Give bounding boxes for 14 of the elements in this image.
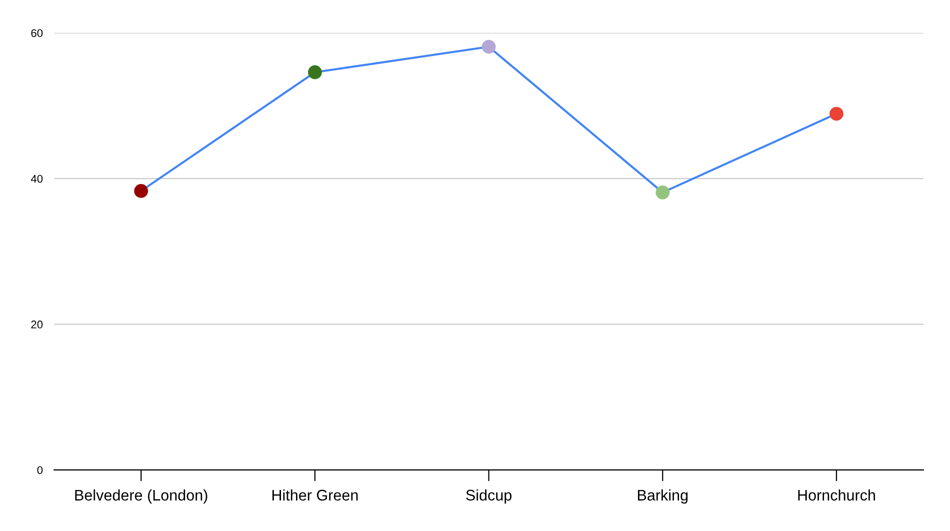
x-tick-label: Sidcup: [466, 489, 512, 504]
point: [482, 40, 496, 54]
point: [830, 106, 844, 121]
point: [656, 185, 670, 200]
x-tick-label: Barking: [638, 489, 688, 504]
y-tick-label: 40: [30, 174, 43, 183]
y-tick-label: 20: [31, 320, 43, 328]
y-tick-label: 60: [31, 29, 43, 38]
x-tick-label: Hornchurch: [798, 489, 875, 501]
point: [134, 184, 148, 198]
point: [308, 65, 322, 80]
y-tick-label: 0: [37, 466, 43, 474]
x-tick-label: Belvedere (London): [75, 489, 208, 504]
x-tick-label: Hither Green: [272, 489, 358, 501]
